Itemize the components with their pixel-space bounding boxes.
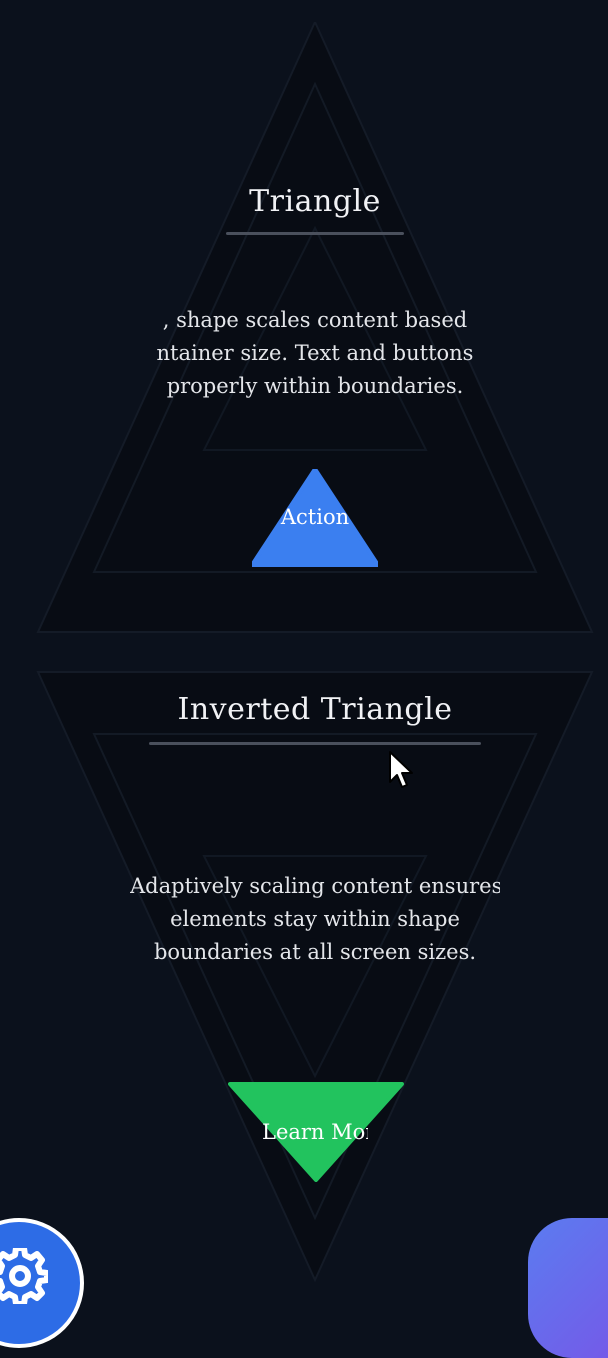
learn-more-button[interactable]: Learn More — [228, 1082, 404, 1182]
cursor-icon — [389, 751, 413, 788]
inverted-triangle-shape — [36, 671, 594, 1282]
triangle-description-line: properly within boundaries. — [166, 374, 464, 398]
inverted-triangle-card: Inverted Triangle Adaptively scaling con… — [36, 670, 594, 1282]
triangle-title-underline — [226, 232, 404, 235]
triangle-shape — [36, 22, 594, 633]
action-button-label: Action — [280, 505, 350, 529]
corner-action-button[interactable] — [528, 1218, 608, 1358]
inverted-triangle-description: Adaptively scaling content ensures eleme… — [130, 870, 500, 969]
inverted-description-line: elements stay within shape — [170, 907, 460, 931]
learn-more-button-shape — [228, 1082, 404, 1182]
inverted-description-line: Adaptively scaling content ensures — [130, 874, 500, 898]
action-button[interactable]: Action — [252, 469, 378, 569]
triangle-title: Triangle — [249, 184, 381, 219]
learn-more-button-label: Learn More — [262, 1120, 368, 1144]
triangle-description-line: , shape scales content based — [162, 308, 468, 332]
triangle-card: Triangle , shape scales content based nt… — [36, 22, 594, 634]
inverted-triangle-title-underline — [149, 742, 481, 745]
gear-icon — [0, 1248, 48, 1304]
triangle-description-line: ntainer size. Text and buttons — [156, 341, 474, 365]
action-button-shape — [252, 469, 378, 567]
inverted-triangle-title: Inverted Triangle — [177, 692, 453, 727]
inverted-description-line: boundaries at all screen sizes. — [153, 940, 477, 964]
triangle-description: , shape scales content based ntainer siz… — [150, 304, 480, 403]
